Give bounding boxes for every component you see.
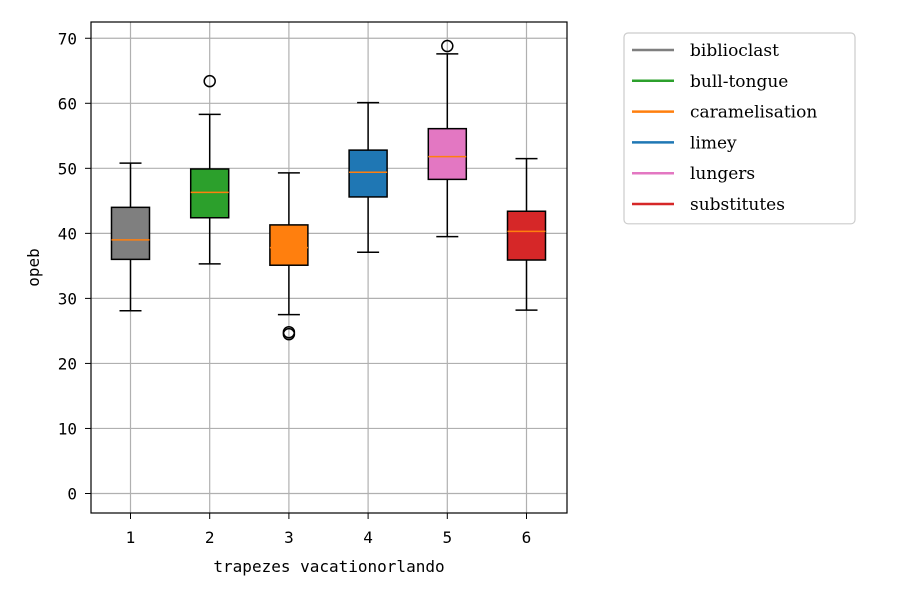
y-tick-label: 60 — [58, 94, 77, 113]
legend-box — [623, 32, 856, 225]
box-lungers — [427, 39, 468, 238]
y-tick-label: 30 — [58, 289, 77, 308]
outlier-point — [441, 39, 454, 53]
outlier-point — [203, 74, 216, 88]
x-tick-label: 5 — [442, 528, 452, 547]
legend-label: caramelisation — [690, 103, 817, 123]
legend-label: lungers — [690, 164, 755, 184]
x-tick-label: 3 — [284, 528, 294, 547]
y-axis-label: opeb — [24, 248, 43, 287]
outlier-point — [282, 327, 296, 341]
box-bull-tongue — [189, 74, 230, 265]
x-tick-label: 6 — [522, 528, 532, 547]
plot-area-frame — [90, 21, 568, 514]
y-tick-label: 70 — [58, 29, 77, 48]
x-tick-label: 1 — [126, 528, 136, 547]
legend-label: biblioclast — [690, 41, 779, 61]
y-tick-label: 40 — [58, 224, 77, 243]
box-limey — [348, 101, 388, 253]
legend-label: bull-tongue — [690, 72, 788, 92]
x-axis-label: trapezes vacationorlando — [213, 557, 444, 576]
iqr-box — [110, 206, 151, 261]
box-biblioclast — [110, 162, 151, 312]
y-tick-label: 50 — [58, 159, 77, 178]
iqr-box — [269, 224, 309, 266]
box-substitutes — [506, 157, 547, 311]
y-tick-label: 10 — [58, 419, 77, 438]
legend-label: limey — [690, 133, 737, 153]
iqr-box — [348, 149, 388, 198]
legend-label: substitutes — [690, 195, 785, 215]
grid — [91, 22, 567, 513]
x-tick-label: 4 — [363, 528, 373, 547]
x-tick-label: 2 — [205, 528, 215, 547]
legend: biblioclast bull-tongue caramelisation lime… — [623, 32, 856, 225]
boxes — [110, 39, 547, 341]
box-caramelisation — [269, 172, 309, 341]
iqr-box — [189, 168, 230, 219]
ticks: 0 10 20 30 40 50 60 70 1 2 3 4 5 6 — [58, 29, 532, 547]
iqr-box — [506, 210, 547, 261]
y-tick-label: 20 — [58, 354, 77, 373]
iqr-box — [427, 127, 468, 181]
y-tick-label: 0 — [67, 484, 77, 503]
